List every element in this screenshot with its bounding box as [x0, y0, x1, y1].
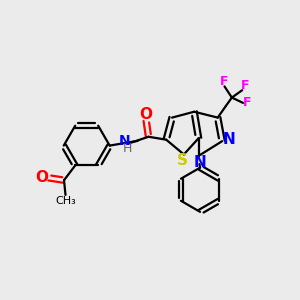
Text: F: F — [220, 75, 229, 88]
Text: N: N — [194, 155, 206, 170]
Text: H: H — [123, 142, 133, 155]
Text: F: F — [243, 96, 252, 109]
Text: O: O — [36, 170, 49, 185]
Text: N: N — [118, 134, 130, 148]
Text: N: N — [222, 132, 235, 147]
Text: O: O — [140, 106, 153, 122]
Text: CH₃: CH₃ — [55, 196, 76, 206]
Text: S: S — [177, 153, 188, 168]
Text: F: F — [241, 79, 249, 92]
